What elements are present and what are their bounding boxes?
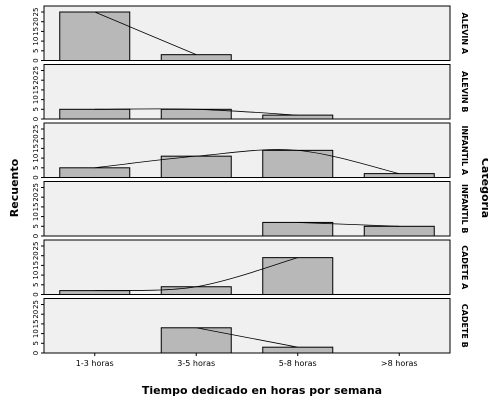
bar [262, 257, 334, 296]
y-axis-title: Recuento [8, 158, 21, 217]
y-tick-label: 20 [32, 193, 40, 202]
y-tick-label: 5 [32, 107, 40, 111]
panel-background [43, 298, 451, 354]
bar [59, 108, 131, 120]
density-curve [196, 327, 298, 348]
bar [262, 221, 334, 237]
bar [160, 54, 232, 62]
y-tick-label: 0 [32, 292, 40, 296]
bar [262, 114, 334, 120]
density-curve [94, 149, 400, 175]
y-tick-label: 0 [32, 175, 40, 179]
bar [160, 108, 232, 120]
bar [59, 11, 131, 61]
facet-label: INFANTIL B [460, 184, 469, 234]
bar [262, 149, 334, 178]
y-tick-label: 25 [32, 66, 40, 75]
density-curve [94, 108, 298, 116]
facet-label: ALEVIN B [460, 71, 469, 113]
facet-label: ALEVIN A [460, 12, 469, 54]
y-tick-label: 5 [32, 49, 40, 53]
density-curve [94, 257, 298, 292]
facet-label: CADETE A [460, 245, 469, 290]
y-tick-label: 25 [32, 8, 40, 17]
x-axis-title: Tiempo dedicado en horas por semana [142, 384, 382, 397]
y-tick-label: 20 [32, 134, 40, 143]
bar [160, 155, 232, 179]
bar [160, 286, 232, 295]
bar [59, 290, 131, 295]
y-tick-label: 25 [32, 300, 40, 309]
bar [363, 173, 435, 178]
y-tick-label: 15 [32, 261, 40, 270]
x-tick-label: 1-3 horas [76, 359, 114, 368]
facet-label: INFANTIL A [460, 125, 469, 175]
bar [262, 346, 334, 354]
y-tick-label: 10 [32, 154, 40, 163]
y-tick-label: 15 [32, 27, 40, 36]
x-tick-label: >8 horas [381, 359, 418, 368]
y-tick-label: 25 [32, 242, 40, 251]
y-tick-label: 5 [32, 341, 40, 345]
y-tick-label: 20 [32, 251, 40, 260]
y-tick-label: 0 [32, 117, 40, 121]
panel-background [43, 239, 451, 295]
x-tick-label: 5-8 horas [279, 359, 317, 368]
y-tick-label: 10 [32, 271, 40, 280]
density-curve [94, 11, 197, 56]
y-tick-label: 10 [32, 95, 40, 104]
y-tick-label: 15 [32, 85, 40, 94]
y-tick-label: 5 [32, 224, 40, 228]
y-tick-label: 10 [32, 329, 40, 338]
bar [363, 225, 435, 237]
bar [59, 167, 131, 179]
y-tick-label: 0 [32, 234, 40, 238]
facet-axis-title: Categoria [479, 158, 488, 218]
y-tick-label: 25 [32, 183, 40, 192]
facet-label: CADETE B [460, 304, 469, 348]
bar [160, 327, 232, 354]
y-tick-label: 25 [32, 125, 40, 134]
y-tick-label: 15 [32, 319, 40, 328]
y-tick-label: 5 [32, 166, 40, 170]
x-tick-label: 3-5 horas [177, 359, 215, 368]
y-tick-label: 0 [32, 351, 40, 355]
y-tick-label: 20 [32, 310, 40, 319]
y-tick-label: 5 [32, 283, 40, 287]
density-curve [297, 222, 400, 227]
y-tick-label: 20 [32, 17, 40, 26]
y-tick-label: 15 [32, 144, 40, 153]
y-tick-label: 0 [32, 58, 40, 62]
y-tick-label: 10 [32, 212, 40, 221]
y-tick-label: 15 [32, 202, 40, 211]
y-tick-label: 10 [32, 37, 40, 46]
y-tick-label: 20 [32, 76, 40, 85]
